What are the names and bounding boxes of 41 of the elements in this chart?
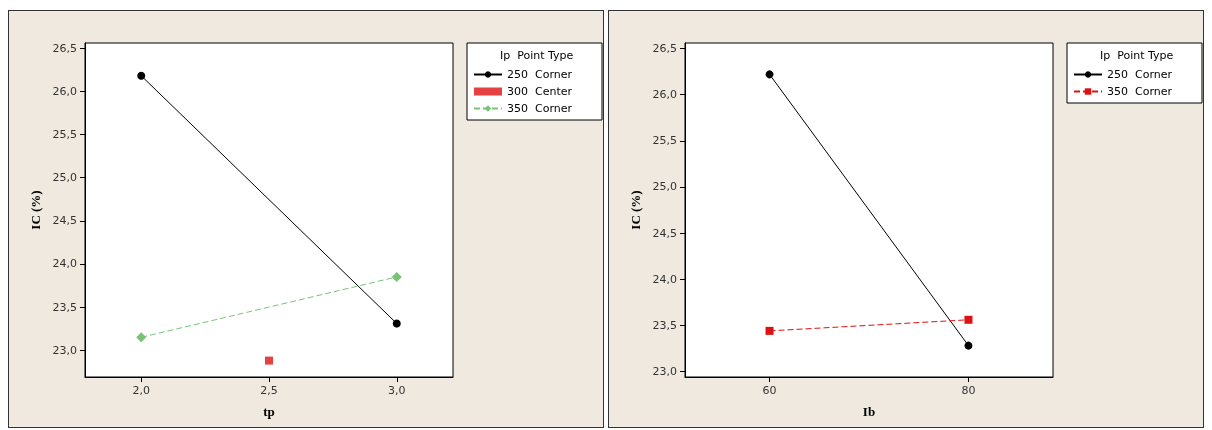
x-tick-label: 80 [961,384,976,397]
legend-label: 250 Corner [1107,68,1173,81]
y-tick-label: 25,0 [652,180,677,194]
x-tick-label: 3,0 [388,384,406,397]
point [765,326,774,335]
x-tick-label: 2,0 [132,384,150,397]
x-axis-title: tp [263,404,275,419]
y-tick-label: 25,5 [52,127,77,141]
point [265,356,273,365]
y-tick-label: 24,5 [52,214,77,228]
y-tick-label: 26,5 [52,41,77,55]
y-tick-label: 25,0 [52,171,77,185]
point [136,332,147,343]
y-tick-label: 24,0 [652,272,677,286]
y-tick-label: 23,0 [52,343,77,357]
legend-label: 350 Corner [1107,85,1173,98]
legend-title: Ip Point Type [500,49,574,62]
y-tick-label: 24,0 [52,257,77,271]
point [765,70,774,79]
y-tick-label: 26,5 [652,42,677,56]
legend-label: 300 Center [507,85,573,98]
point [137,71,146,80]
point [392,319,401,328]
y-tick-label: 24,5 [652,226,677,240]
x-tick-label: 60 [762,384,777,397]
legend-label: 250 Corner [507,68,573,81]
x-axis-title: Ib [862,404,876,419]
legend-label: 350 Corner [507,102,573,115]
y-tick-label: 25,5 [652,134,677,148]
point [964,315,973,324]
y-tick-label: 26,0 [652,88,677,102]
point [391,271,402,282]
y-tick-label: 23,0 [652,364,677,378]
x-tick-label: 2,5 [260,384,278,397]
y-tick-label: 23,5 [652,318,677,332]
y-tick-label: 23,5 [52,300,77,314]
y-axis-title: IC (%) [627,190,643,230]
y-tick-label: 26,0 [52,84,77,98]
legend-title: Ip Point Type [1100,49,1174,62]
point [964,341,973,350]
y-axis-title: IC (%) [27,190,43,230]
